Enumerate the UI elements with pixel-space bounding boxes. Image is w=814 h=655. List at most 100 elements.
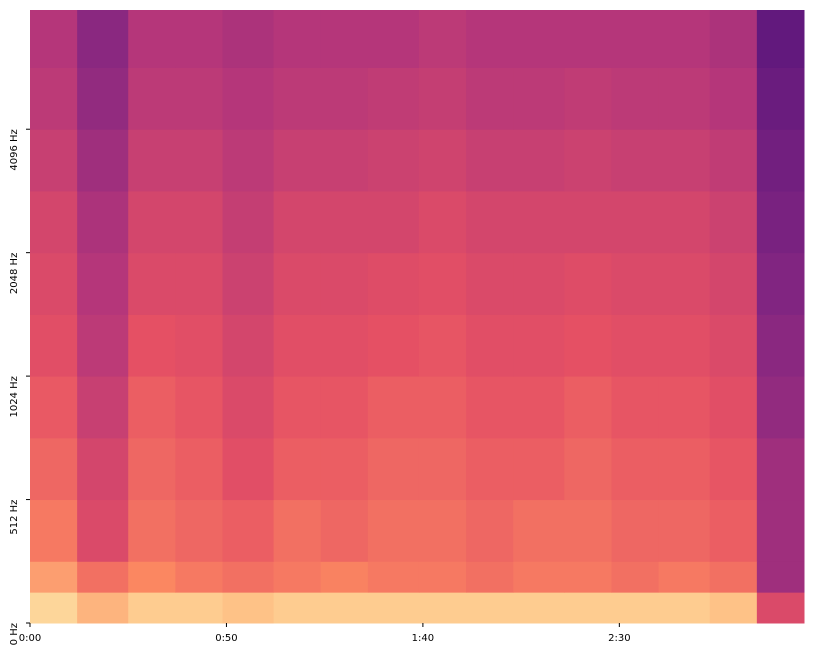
heatmap-cell (128, 190, 176, 254)
heatmap-cell (709, 129, 758, 192)
heatmap-cell (513, 129, 565, 192)
heatmap-cell (418, 252, 467, 315)
y-tick-label: 4096 Hz (9, 129, 20, 170)
heatmap-cell (128, 561, 176, 593)
heatmap-cell (564, 314, 612, 377)
heatmap-cell (175, 437, 224, 501)
heatmap-cell (367, 252, 420, 315)
heatmap-cell (466, 67, 514, 130)
heatmap-cell (320, 592, 369, 624)
heatmap-cell (367, 129, 420, 192)
heatmap-cell (756, 252, 805, 315)
heatmap-cell (128, 10, 176, 68)
heatmap-cell (756, 314, 805, 377)
heatmap-cell (30, 129, 78, 192)
heatmap-cell (658, 314, 711, 377)
heatmap-cell (513, 190, 565, 254)
heatmap-cell (320, 10, 369, 68)
heatmap-cell (273, 437, 322, 501)
heatmap-cell (611, 592, 660, 624)
heatmap-cell (658, 190, 711, 254)
heatmap-cell (466, 190, 514, 254)
heatmap-cell (128, 314, 176, 377)
heatmap-cell (611, 10, 660, 68)
heatmap-cell (756, 561, 805, 593)
x-tick-label: 0:50 (215, 633, 237, 644)
heatmap-cell (77, 314, 129, 377)
heatmap-cell (756, 592, 805, 624)
heatmap-cell (658, 376, 711, 439)
heatmap-cell (273, 314, 322, 377)
heatmap-cell (418, 592, 467, 624)
heatmap-cell (709, 252, 758, 315)
heatmap-cell (564, 376, 612, 439)
x-tick-label: 2:30 (608, 633, 630, 644)
heatmap-cell (709, 561, 758, 593)
heatmap-cell (466, 376, 514, 439)
heatmap-cell (222, 190, 275, 254)
heatmap-cell (128, 592, 176, 624)
heatmap-cell (320, 67, 369, 130)
heatmap-cell (273, 252, 322, 315)
heatmap-cell (30, 592, 78, 624)
heatmap-cell (756, 67, 805, 130)
heatmap-cell (320, 499, 369, 562)
heatmap-cell (367, 67, 420, 130)
heatmap-cell (611, 437, 660, 501)
heatmap-cell (273, 592, 322, 624)
heatmap-cell (367, 499, 420, 562)
heatmap-cell (418, 190, 467, 254)
heatmap-cell (128, 129, 176, 192)
heatmap-cell (175, 190, 224, 254)
heatmap-cell (756, 129, 805, 192)
heatmap-cell (222, 129, 275, 192)
heatmap-cell (418, 561, 467, 593)
heatmap-cell (77, 376, 129, 439)
heatmap-cell (418, 437, 467, 501)
heatmap-cell (175, 67, 224, 130)
heatmap-cell (756, 10, 805, 68)
heatmap-cell (30, 376, 78, 439)
heatmap-cell (658, 499, 711, 562)
heatmap-cell (77, 592, 129, 624)
heatmap-cell (367, 10, 420, 68)
heatmap-cell (513, 376, 565, 439)
heatmap-cell (564, 437, 612, 501)
heatmap-cell (222, 437, 275, 501)
heatmap-cell (273, 561, 322, 593)
heatmap-cell (564, 67, 612, 130)
heatmap-cell (77, 129, 129, 192)
heatmap-cell (320, 561, 369, 593)
heatmap-cell (466, 592, 514, 624)
heatmap-cell (320, 437, 369, 501)
heatmap-cell (709, 314, 758, 377)
heatmap-cell (367, 190, 420, 254)
heatmap-cell (611, 252, 660, 315)
heatmap-cell (175, 499, 224, 562)
heatmap-cell (273, 499, 322, 562)
heatmap-cell (611, 129, 660, 192)
heatmap-cell (367, 592, 420, 624)
heatmap-cell (128, 437, 176, 501)
heatmap-cell (175, 561, 224, 593)
heatmap-cell (175, 376, 224, 439)
heatmap-cell (658, 561, 711, 593)
heatmap-cell (30, 10, 78, 68)
y-tick-label: 512 Hz (9, 500, 20, 535)
heatmap-cell (658, 10, 711, 68)
heatmap-cell (418, 10, 467, 68)
heatmap-cell (222, 561, 275, 593)
heatmap-cell (513, 561, 565, 593)
heatmap-cell (513, 499, 565, 562)
heatmap (30, 10, 805, 624)
y-tick-label: 2048 Hz (9, 253, 20, 294)
heatmap-cell (466, 10, 514, 68)
heatmap-cell (564, 252, 612, 315)
heatmap-cell (418, 314, 467, 377)
heatmap-cell (709, 437, 758, 501)
heatmap-cell (273, 67, 322, 130)
heatmap-cell (320, 129, 369, 192)
heatmap-cell (418, 376, 467, 439)
heatmap-cell (756, 499, 805, 562)
